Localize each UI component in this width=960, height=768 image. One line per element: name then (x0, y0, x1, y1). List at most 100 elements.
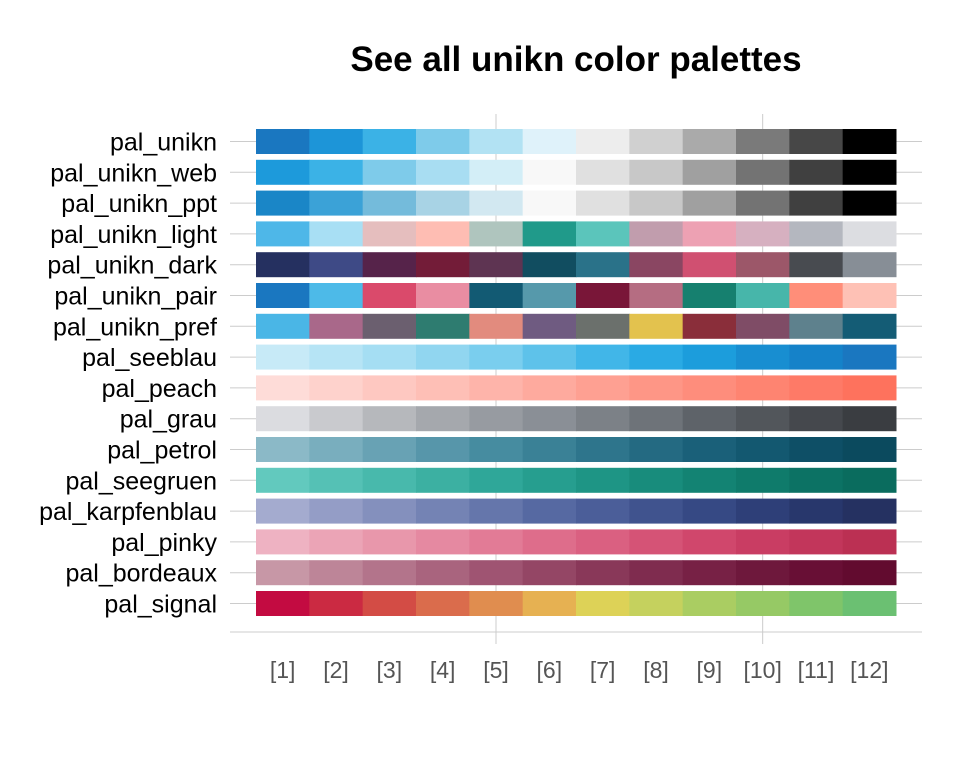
color-cell (576, 467, 630, 493)
color-cell (736, 190, 790, 216)
palette-label: pal_unikn_web (50, 159, 217, 187)
color-cell (629, 498, 684, 524)
color-cell (682, 498, 737, 524)
color-cell (789, 437, 844, 462)
color-cell (362, 529, 417, 555)
color-cell (576, 283, 630, 308)
color-cell (522, 529, 577, 555)
color-cell (416, 406, 470, 432)
color-cell (256, 252, 310, 278)
color-cell (362, 313, 417, 339)
x-tick-label: [8] (643, 657, 669, 683)
color-cell (522, 498, 577, 524)
color-cell (362, 406, 417, 432)
color-cell (736, 221, 790, 247)
color-cell (576, 313, 630, 339)
color-cell (309, 467, 364, 493)
color-cell (682, 159, 737, 185)
color-cell (416, 252, 470, 278)
color-cell (576, 498, 630, 524)
color-cell (736, 437, 790, 462)
chart-title: See all unikn color palettes (350, 40, 801, 79)
color-cell (789, 283, 844, 308)
color-cell (309, 375, 364, 401)
color-cell (522, 221, 577, 247)
color-cell (469, 498, 524, 524)
color-cell (629, 591, 684, 616)
color-cell (629, 375, 684, 401)
color-cell (736, 498, 790, 524)
color-cell (789, 498, 844, 524)
color-cell (789, 129, 844, 154)
x-tick-label: [2] (323, 657, 349, 683)
color-cell (256, 283, 310, 308)
color-cell (256, 313, 310, 339)
color-cell (309, 252, 364, 278)
color-cell (469, 529, 524, 555)
color-cell (362, 283, 417, 308)
color-cell (416, 221, 470, 247)
color-cell (682, 375, 737, 401)
color-cell (522, 591, 577, 616)
color-cell (629, 252, 684, 278)
color-cell (256, 159, 310, 185)
color-cell (789, 159, 844, 185)
color-cell (789, 252, 844, 278)
color-cell (522, 406, 577, 432)
color-cell (309, 129, 364, 154)
palette-label: pal_bordeaux (65, 560, 217, 588)
color-cell (416, 190, 470, 216)
color-cell (416, 159, 470, 185)
color-cell (469, 221, 524, 247)
color-cell (629, 190, 684, 216)
color-cell (256, 221, 310, 247)
color-cell (416, 498, 470, 524)
color-cell (789, 560, 844, 586)
color-cell (522, 313, 577, 339)
color-cell (842, 252, 897, 278)
color-cell (469, 375, 524, 401)
color-cell (469, 252, 524, 278)
color-cell (309, 221, 364, 247)
color-cell (309, 560, 364, 586)
color-cell (576, 190, 630, 216)
color-cell (842, 283, 897, 308)
color-cell (842, 313, 897, 339)
color-cell (682, 467, 737, 493)
color-cell (469, 591, 524, 616)
color-cell (362, 467, 417, 493)
color-cell (416, 591, 470, 616)
color-cell (309, 437, 364, 462)
color-cell (522, 344, 577, 370)
palette-label: pal_unikn_dark (47, 252, 217, 280)
color-cell (522, 560, 577, 586)
color-cell (842, 344, 897, 370)
color-cell (629, 406, 684, 432)
x-tick-label: [4] (430, 657, 456, 683)
color-cell (682, 591, 737, 616)
color-cell (522, 190, 577, 216)
palette-label: pal_unikn_pair (54, 283, 217, 311)
color-cell (309, 498, 364, 524)
color-cell (309, 313, 364, 339)
color-cell (469, 467, 524, 493)
color-cell (416, 467, 470, 493)
color-cell (682, 252, 737, 278)
x-tick-label: [1] (270, 657, 296, 683)
color-cell (629, 437, 684, 462)
color-cell (789, 375, 844, 401)
palette-label: pal_unikn (110, 129, 217, 157)
color-cell (576, 221, 630, 247)
color-cell (256, 190, 310, 216)
color-cell (789, 406, 844, 432)
color-cell (682, 129, 737, 154)
color-cell (842, 190, 897, 216)
color-cell (416, 375, 470, 401)
color-cell (309, 529, 364, 555)
color-cell (469, 159, 524, 185)
x-tick-label: [5] (483, 657, 509, 683)
color-cell (842, 221, 897, 247)
color-cell (576, 375, 630, 401)
